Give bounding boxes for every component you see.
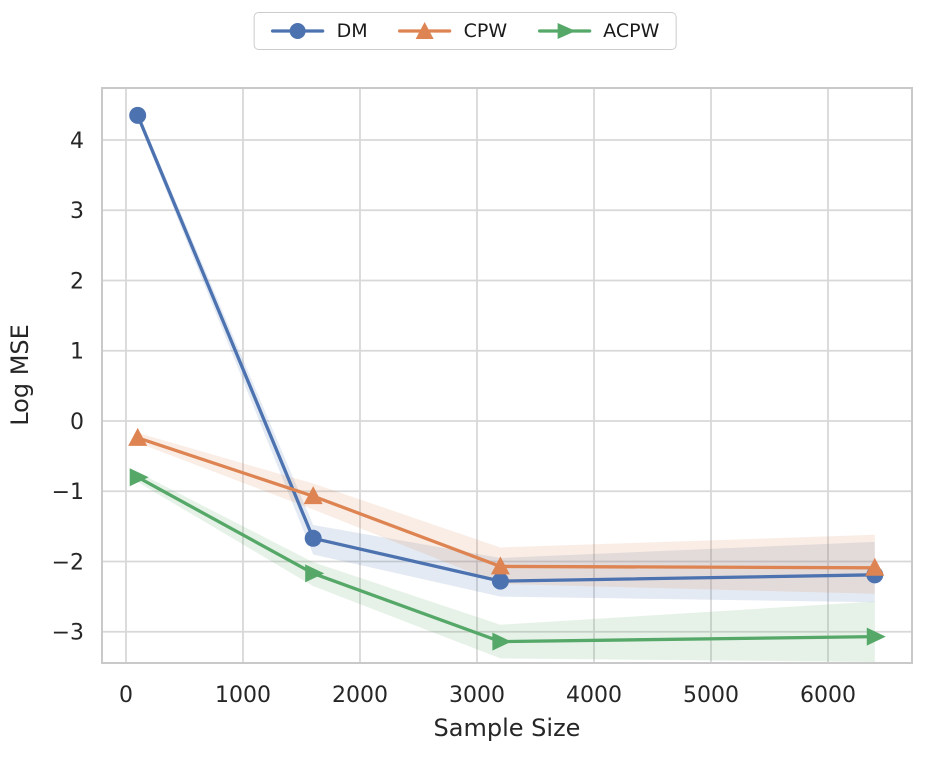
circle-marker-icon [289, 23, 306, 39]
triangle-up-marker-icon [415, 22, 434, 39]
band-acpw [137, 472, 875, 662]
y-tick-label-1: 1 [70, 340, 84, 365]
legend-item-cpw: CPW [398, 20, 508, 42]
y-tick-label-3: 3 [70, 199, 84, 224]
line-dm [136, 113, 877, 583]
marker-dm-100 [129, 106, 147, 124]
legend-label: CPW [463, 20, 508, 42]
y-tick-label--2: −2 [52, 550, 84, 575]
marker-acpw-1600 [305, 564, 325, 583]
line-layer [136, 113, 877, 644]
marker-cpw-6400 [865, 557, 885, 576]
plot-border [101, 87, 913, 664]
marker-dm-3200 [491, 572, 509, 590]
x-tick-label-2000: 2000 [332, 683, 388, 708]
marker-cpw-3200 [490, 556, 510, 575]
marker-acpw-100 [129, 468, 149, 487]
y-tick-label-4: 4 [70, 129, 84, 154]
grid-layer [102, 88, 912, 663]
marker-layer [128, 106, 886, 651]
y-axis-label: Log MSE [6, 324, 34, 426]
legend-label: ACPW [603, 20, 660, 42]
y-tick-label--3: −3 [52, 621, 84, 646]
line-cpw [136, 436, 877, 570]
marker-cpw-1600 [303, 486, 323, 505]
y-tick-label--1: −1 [52, 480, 84, 505]
x-tick-label-1000: 1000 [215, 683, 271, 708]
marker-cpw-100 [128, 427, 148, 446]
triangle-right-marker-icon [557, 23, 576, 39]
x-tick-label-6000: 6000 [800, 683, 856, 708]
x-tick-label-5000: 5000 [683, 683, 739, 708]
x-tick-label-3000: 3000 [449, 683, 505, 708]
y-tick-label-2: 2 [70, 269, 84, 294]
band-cpw [137, 432, 875, 594]
legend: DM CPW ACPW [253, 12, 677, 50]
tick-layer: 0 1000 2000 3000 4000 5000 6000 −3 −2 −1 0 1 2 3 4 [52, 129, 856, 708]
band-layer [137, 111, 875, 662]
legend-label: DM [336, 20, 368, 42]
x-tick-label-4000: 4000 [566, 683, 622, 708]
marker-acpw-3200 [492, 632, 512, 651]
y-tick-label-0: 0 [70, 410, 84, 435]
cpw-line-marker-icon [398, 22, 452, 39]
marker-dm-1600 [304, 529, 322, 547]
line-acpw [136, 475, 877, 644]
band-dm [137, 111, 875, 603]
acpw-line-marker-icon [537, 23, 591, 39]
x-tick-label-0: 0 [119, 683, 133, 708]
dm-line-marker-icon [270, 23, 325, 39]
legend-item-dm: DM [270, 20, 368, 42]
x-axis-label: Sample Size [434, 714, 581, 742]
marker-acpw-6400 [866, 627, 886, 646]
legend-item-acpw: ACPW [537, 20, 659, 42]
